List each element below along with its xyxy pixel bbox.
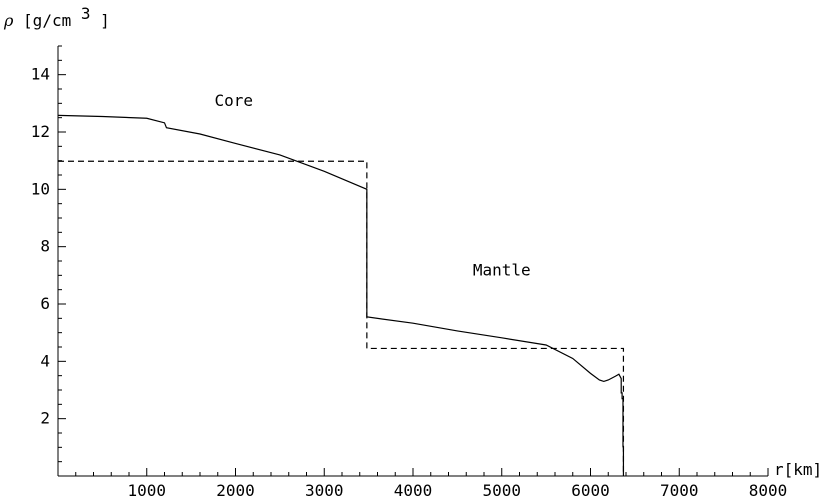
y-axis-label: ρ [g/cm 3 ]	[3, 4, 110, 30]
y-axis-unit-exponent: 3	[81, 4, 91, 23]
x-tick-label: 5000	[482, 481, 521, 500]
annotation-mantle: Mantle	[473, 260, 531, 279]
x-axis-label: r[km]	[774, 460, 822, 479]
x-tick-label: 3000	[305, 481, 344, 500]
x-tick-label: 7000	[660, 481, 699, 500]
x-tick-label: 2000	[216, 481, 255, 500]
x-tick-label: 4000	[394, 481, 433, 500]
data-series	[57, 114, 625, 476]
y-tick-label: 8	[40, 237, 50, 256]
prem-density-solid-line	[57, 114, 625, 476]
x-tick-label: 6000	[571, 481, 610, 500]
y-tick-label: 6	[40, 294, 50, 313]
annotation-core: Core	[214, 91, 253, 110]
y-tick-label: 2	[40, 409, 50, 428]
axis-ticks	[58, 45, 769, 476]
axis-tick-labels: 1000 2000 3000 4000 5000 6000 7000 8000 2 4 6 8 10 12…	[31, 65, 788, 500]
x-tick-label: 1000	[127, 481, 166, 500]
chart-annotations: Core Mantle	[214, 91, 530, 279]
y-axis-unit-prefix: [g/cm	[23, 11, 71, 30]
y-tick-label: 4	[40, 351, 50, 370]
y-tick-label: 14	[31, 65, 50, 84]
model-density-dashed-line	[58, 160, 625, 476]
y-axis-symbol: ρ	[3, 11, 14, 30]
y-axis-unit-suffix: ]	[100, 11, 110, 30]
x-tick-label: 8000	[749, 481, 788, 500]
y-tick-label: 10	[31, 179, 50, 198]
y-tick-label: 12	[31, 122, 50, 141]
